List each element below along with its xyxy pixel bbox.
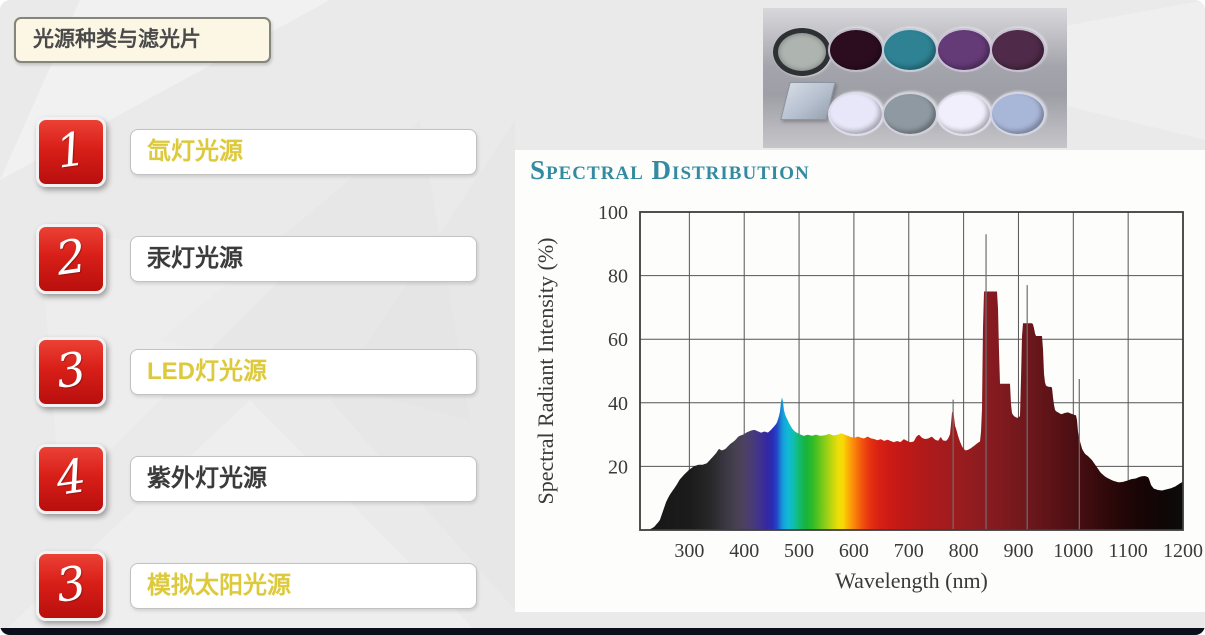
svg-text:40: 40	[608, 393, 628, 415]
item-number: 1	[52, 121, 90, 179]
teal-filter-disc	[882, 28, 938, 72]
svg-text:80: 80	[608, 266, 628, 288]
item-label-box: 紫外灯光源	[130, 456, 477, 502]
svg-text:1200: 1200	[1163, 540, 1203, 562]
item-number-badge: 3	[36, 551, 106, 621]
svg-text:100: 100	[598, 202, 628, 224]
deep-maroon-filter-disc	[828, 28, 884, 72]
list-item: 1 氙灯光源	[0, 117, 515, 187]
svg-text:500: 500	[784, 540, 814, 562]
svg-text:900: 900	[1003, 540, 1033, 562]
item-label: 汞灯光源	[147, 245, 243, 272]
dark-plum-filter-disc	[990, 28, 1046, 72]
svg-text:1000: 1000	[1053, 540, 1093, 562]
spectral-chart-panel: Spectral Distribution 20 40 60 80 100 300 400 5…	[515, 150, 1205, 612]
item-label: 氙灯光源	[147, 138, 243, 165]
list-item: 3 LED灯光源	[0, 337, 515, 407]
svg-text:Spectral Radiant Intensity (%): Spectral Radiant Intensity (%)	[533, 238, 558, 505]
item-label-box: 氙灯光源	[130, 129, 477, 175]
svg-text:Wavelength (nm): Wavelength (nm)	[835, 568, 988, 593]
filters-photo	[763, 8, 1067, 148]
slide-footer-bar	[0, 628, 1205, 635]
list-item: 2 汞灯光源	[0, 224, 515, 294]
purple-filter-disc	[936, 28, 992, 72]
item-number-badge: 2	[36, 224, 106, 294]
item-label-box: 模拟太阳光源	[130, 563, 477, 609]
item-number: 4	[52, 448, 90, 506]
svg-text:400: 400	[729, 540, 759, 562]
svg-text:800: 800	[949, 540, 979, 562]
item-number-badge: 4	[36, 444, 106, 514]
item-number-badge: 1	[36, 117, 106, 187]
svg-text:60: 60	[608, 329, 628, 351]
blue-gray-filter-disc	[882, 92, 938, 136]
item-label: LED灯光源	[147, 358, 267, 385]
item-label-box: 汞灯光源	[130, 236, 477, 282]
item-label: 紫外灯光源	[147, 465, 267, 492]
item-number: 2	[52, 228, 90, 286]
item-number: 3	[52, 341, 90, 399]
slide-title: 光源种类与滤光片	[33, 28, 201, 51]
light-periwinkle-filter-disc	[990, 92, 1046, 136]
pale-lavender-filter-disc	[828, 92, 884, 136]
item-number: 3	[52, 555, 90, 613]
spectral-distribution-chart: 20 40 60 80 100 300 400 500 600 700 800 900 1000 1100…	[533, 202, 1203, 593]
neutral-gray-filter-disc	[773, 28, 831, 76]
svg-text:600: 600	[839, 540, 869, 562]
item-label-box: LED灯光源	[130, 349, 477, 395]
chart-title: Spectral Distribution	[530, 155, 810, 185]
list-item: 3 模拟太阳光源	[0, 551, 515, 621]
list-item: 4 紫外灯光源	[0, 444, 515, 514]
white-filter-disc	[936, 92, 992, 136]
svg-text:700: 700	[894, 540, 924, 562]
item-label: 模拟太阳光源	[147, 572, 291, 599]
svg-text:300: 300	[674, 540, 704, 562]
slide-title-box: 光源种类与滤光片	[14, 17, 271, 63]
svg-text:20: 20	[608, 456, 628, 478]
item-number-badge: 3	[36, 337, 106, 407]
svg-text:1100: 1100	[1109, 540, 1148, 562]
